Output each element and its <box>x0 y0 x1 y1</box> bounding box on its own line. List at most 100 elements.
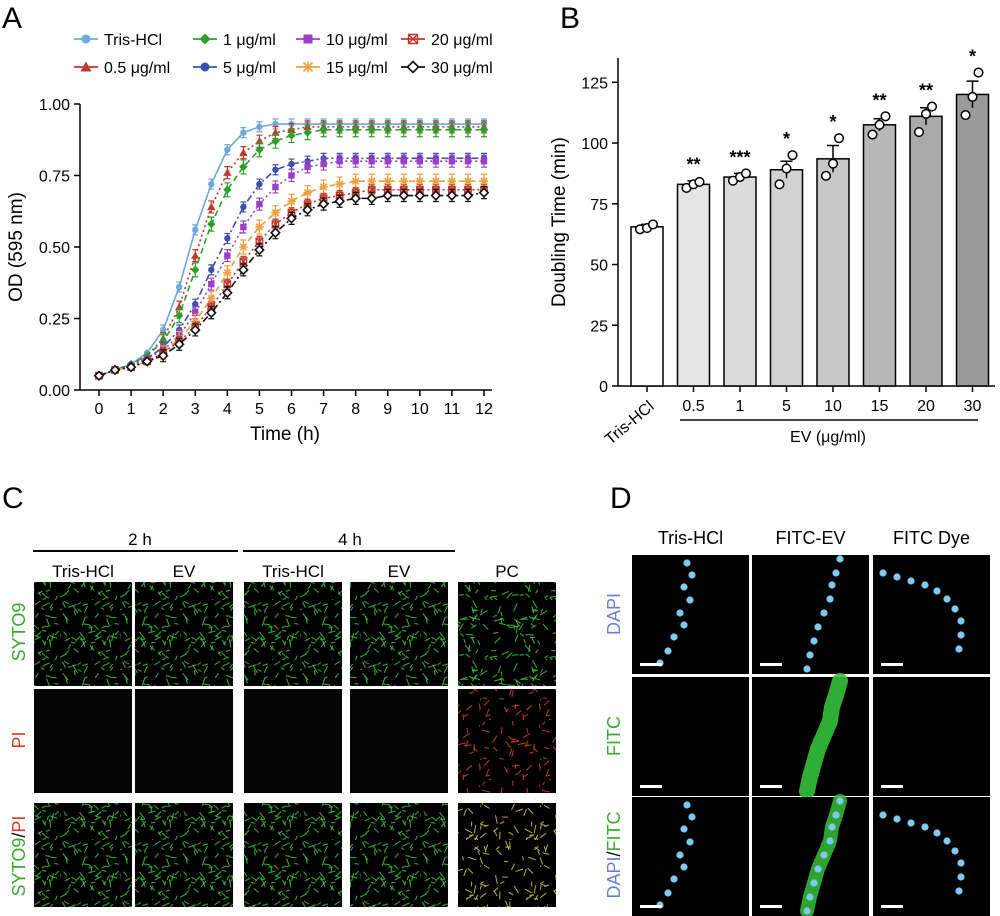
marker-square <box>256 200 263 208</box>
data-point <box>973 67 984 78</box>
data-point <box>833 133 845 144</box>
dapi-cell <box>688 571 696 579</box>
dapi-cell <box>820 851 828 859</box>
dapi-cell <box>686 596 694 604</box>
marker-open-diamond <box>173 338 185 350</box>
y-tick-label: 50 <box>590 258 608 275</box>
legend-label: 20 μg/ml <box>431 32 493 49</box>
row-label-merge: SYTO9/PI <box>9 816 29 897</box>
micrograph-c-r2-c3 <box>350 803 448 907</box>
bar <box>723 176 757 387</box>
marker-square <box>303 34 313 44</box>
dapi-cell <box>683 801 691 809</box>
marker-square <box>448 158 456 165</box>
dapi-cell <box>810 879 818 887</box>
micrograph-d-r0-c2 <box>873 555 990 674</box>
dapi-cell <box>820 609 828 617</box>
marker-triangle <box>239 148 248 156</box>
marker-open-diamond <box>406 60 420 74</box>
marker-open-diamond <box>446 190 458 201</box>
dapi-cell <box>664 889 672 897</box>
micrograph-d-r1-c2 <box>873 677 990 796</box>
marker-diamond <box>303 128 312 137</box>
row-label-syto9: SYTO9 <box>9 603 29 662</box>
marker-open-diamond <box>157 350 169 362</box>
y-tick-label: 125 <box>581 75 608 92</box>
y-tick-label: 0.25 <box>39 312 70 329</box>
marker-diamond <box>415 125 425 134</box>
marker-diamond <box>383 125 392 134</box>
dapi-cell <box>951 847 959 855</box>
x-axis-label: Time (h) <box>250 424 320 445</box>
significance-label: ** <box>686 155 700 175</box>
y-tick-label: 75 <box>590 197 608 214</box>
bar <box>816 158 850 387</box>
micrograph-c-r0-c4 <box>458 582 556 686</box>
dapi-cell <box>957 631 965 639</box>
marker-open-diamond <box>93 370 105 382</box>
data-point <box>647 219 659 230</box>
dapi-cell <box>810 637 818 645</box>
marker-asterisk <box>367 177 376 186</box>
x-tick-label: 9 <box>383 401 392 418</box>
scale-bar <box>881 785 903 788</box>
x-tick-label: 30 <box>964 398 982 415</box>
x-tick-label: 0.5 <box>682 398 704 415</box>
marker-circle <box>288 160 295 168</box>
legend-item-15-ug-ml: 15 μg/ml <box>296 60 388 77</box>
legend-label: 30 μg/ml <box>431 60 493 77</box>
scale-bar <box>640 905 662 908</box>
y-tick-label: 0.75 <box>39 169 70 186</box>
column-label-pc: PC <box>495 562 519 581</box>
marker-open-diamond <box>382 190 394 201</box>
marker-square <box>400 158 407 165</box>
dapi-cell <box>828 581 836 589</box>
marker-circle <box>240 129 247 136</box>
dapi-cell <box>832 811 840 819</box>
x-tick-label: 12 <box>475 401 493 418</box>
data-point <box>880 111 891 122</box>
marker-asterisk <box>335 179 344 189</box>
dapi-cell <box>664 647 672 655</box>
dapi-cell <box>688 813 696 821</box>
row-label-dapi: DAPI <box>604 593 624 635</box>
marker-circle <box>208 266 215 274</box>
dapi-cell <box>806 893 814 901</box>
legend-label: 5 μg/ml <box>223 60 276 77</box>
dapi-cell <box>806 651 814 659</box>
legend-label: 1 μg/ml <box>223 32 276 49</box>
dapi-cell <box>670 633 678 641</box>
legend-item-5-ug-ml: 5 μg/ml <box>193 60 276 77</box>
dapi-cell <box>680 621 688 629</box>
micrograph-d-r2-c1 <box>752 794 869 916</box>
marker-asterisk <box>399 177 408 186</box>
row-label-fitc-part: FITC <box>604 811 624 851</box>
marker-circle <box>272 120 279 128</box>
marker-triangle <box>207 202 216 211</box>
dapi-cell <box>955 887 963 895</box>
marker-square <box>224 252 231 259</box>
marker-open-diamond <box>318 198 329 210</box>
bar-group-5: * <box>769 129 804 387</box>
marker-square-x <box>407 33 419 45</box>
dapi-cell <box>680 863 688 871</box>
marker-circle <box>200 62 210 72</box>
dapi-cell <box>836 797 844 805</box>
x-tick-label: Tris-HCl <box>602 398 657 448</box>
marker-circle <box>192 226 199 234</box>
significance-label: *** <box>729 147 750 167</box>
marker-circle <box>224 235 231 242</box>
marker-asterisk <box>351 177 360 186</box>
x-tick-label: 10 <box>824 398 842 415</box>
row-label-merge-syto9: SYTO9 <box>9 838 29 897</box>
legend-label: 15 μg/ml <box>326 60 388 77</box>
column-label-ev: EV <box>388 562 411 581</box>
micrograph-c-r1-c1 <box>135 689 233 793</box>
micrograph-d-r0-c0 <box>632 555 749 674</box>
marker-diamond <box>463 125 473 134</box>
legend-item-10-ug-ml: 10 μg/ml <box>296 32 388 49</box>
bar <box>769 169 804 387</box>
marker-diamond <box>191 265 200 275</box>
bar <box>630 226 664 387</box>
significance-label: * <box>829 112 836 132</box>
